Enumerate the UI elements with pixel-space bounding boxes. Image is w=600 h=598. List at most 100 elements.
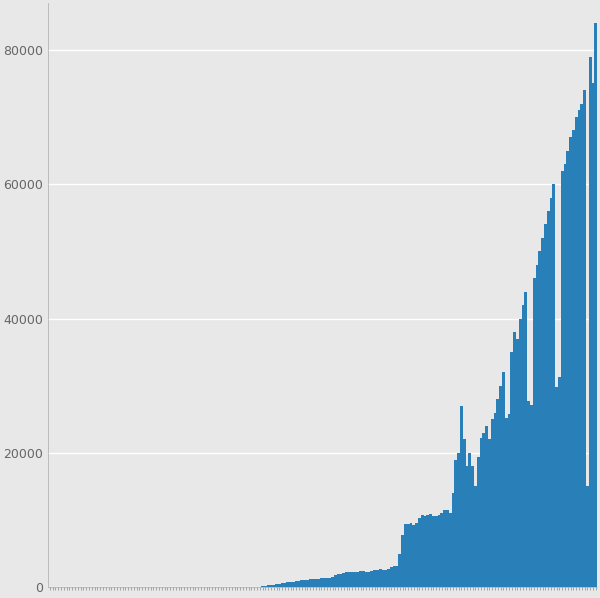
Bar [385, 570, 387, 587]
Bar [351, 572, 353, 587]
Bar [569, 137, 572, 587]
Bar [519, 319, 521, 587]
Bar [499, 386, 502, 587]
Bar [295, 581, 298, 587]
Bar [359, 572, 362, 587]
Bar [547, 211, 550, 587]
Bar [474, 486, 477, 587]
Bar [432, 516, 435, 587]
Bar [309, 579, 311, 587]
Bar [460, 406, 463, 587]
Bar [348, 572, 351, 587]
Bar [286, 582, 289, 587]
Bar [320, 578, 323, 587]
Bar [553, 184, 555, 587]
Bar [281, 583, 284, 587]
Bar [558, 377, 561, 587]
Bar [513, 332, 516, 587]
Bar [401, 535, 404, 587]
Bar [334, 575, 337, 587]
Bar [533, 278, 536, 587]
Bar [269, 585, 272, 587]
Bar [292, 582, 295, 587]
Bar [264, 585, 267, 587]
Bar [586, 486, 589, 587]
Bar [311, 579, 314, 587]
Bar [578, 110, 580, 587]
Bar [561, 170, 563, 587]
Bar [446, 510, 449, 587]
Bar [275, 584, 278, 587]
Bar [469, 453, 471, 587]
Bar [521, 305, 524, 587]
Bar [592, 83, 595, 587]
Bar [491, 419, 494, 587]
Bar [583, 90, 586, 587]
Bar [463, 440, 466, 587]
Bar [421, 515, 424, 587]
Bar [452, 493, 454, 587]
Bar [536, 265, 538, 587]
Bar [424, 516, 427, 587]
Bar [415, 523, 418, 587]
Bar [449, 513, 452, 587]
Bar [404, 524, 407, 587]
Bar [471, 466, 474, 587]
Bar [395, 566, 398, 587]
Bar [376, 569, 379, 587]
Bar [538, 251, 541, 587]
Bar [373, 570, 376, 587]
Bar [356, 572, 359, 587]
Bar [284, 583, 286, 587]
Bar [340, 574, 343, 587]
Bar [508, 413, 511, 587]
Bar [368, 572, 370, 587]
Bar [267, 585, 269, 587]
Bar [365, 572, 368, 587]
Bar [555, 387, 558, 587]
Bar [516, 338, 519, 587]
Bar [326, 578, 328, 587]
Bar [331, 576, 334, 587]
Bar [524, 292, 527, 587]
Bar [328, 578, 331, 587]
Bar [272, 585, 275, 587]
Bar [541, 238, 544, 587]
Bar [337, 574, 340, 587]
Bar [485, 426, 488, 587]
Bar [482, 433, 485, 587]
Bar [563, 164, 566, 587]
Bar [418, 518, 421, 587]
Bar [511, 352, 513, 587]
Bar [595, 23, 597, 587]
Bar [440, 513, 443, 587]
Bar [314, 579, 317, 587]
Bar [502, 372, 505, 587]
Bar [412, 525, 415, 587]
Bar [479, 438, 482, 587]
Bar [323, 578, 326, 587]
Bar [457, 453, 460, 587]
Bar [477, 457, 479, 587]
Bar [379, 569, 382, 587]
Bar [572, 130, 575, 587]
Bar [301, 581, 303, 587]
Bar [343, 573, 345, 587]
Bar [429, 514, 432, 587]
Bar [278, 584, 281, 587]
Bar [505, 418, 508, 587]
Bar [289, 582, 292, 587]
Bar [494, 413, 496, 587]
Bar [370, 571, 373, 587]
Bar [496, 399, 499, 587]
Bar [407, 524, 410, 587]
Bar [566, 151, 569, 587]
Bar [306, 579, 309, 587]
Bar [387, 569, 390, 587]
Bar [437, 515, 440, 587]
Bar [527, 401, 530, 587]
Bar [298, 581, 301, 587]
Bar [575, 117, 578, 587]
Bar [303, 580, 306, 587]
Bar [443, 511, 446, 587]
